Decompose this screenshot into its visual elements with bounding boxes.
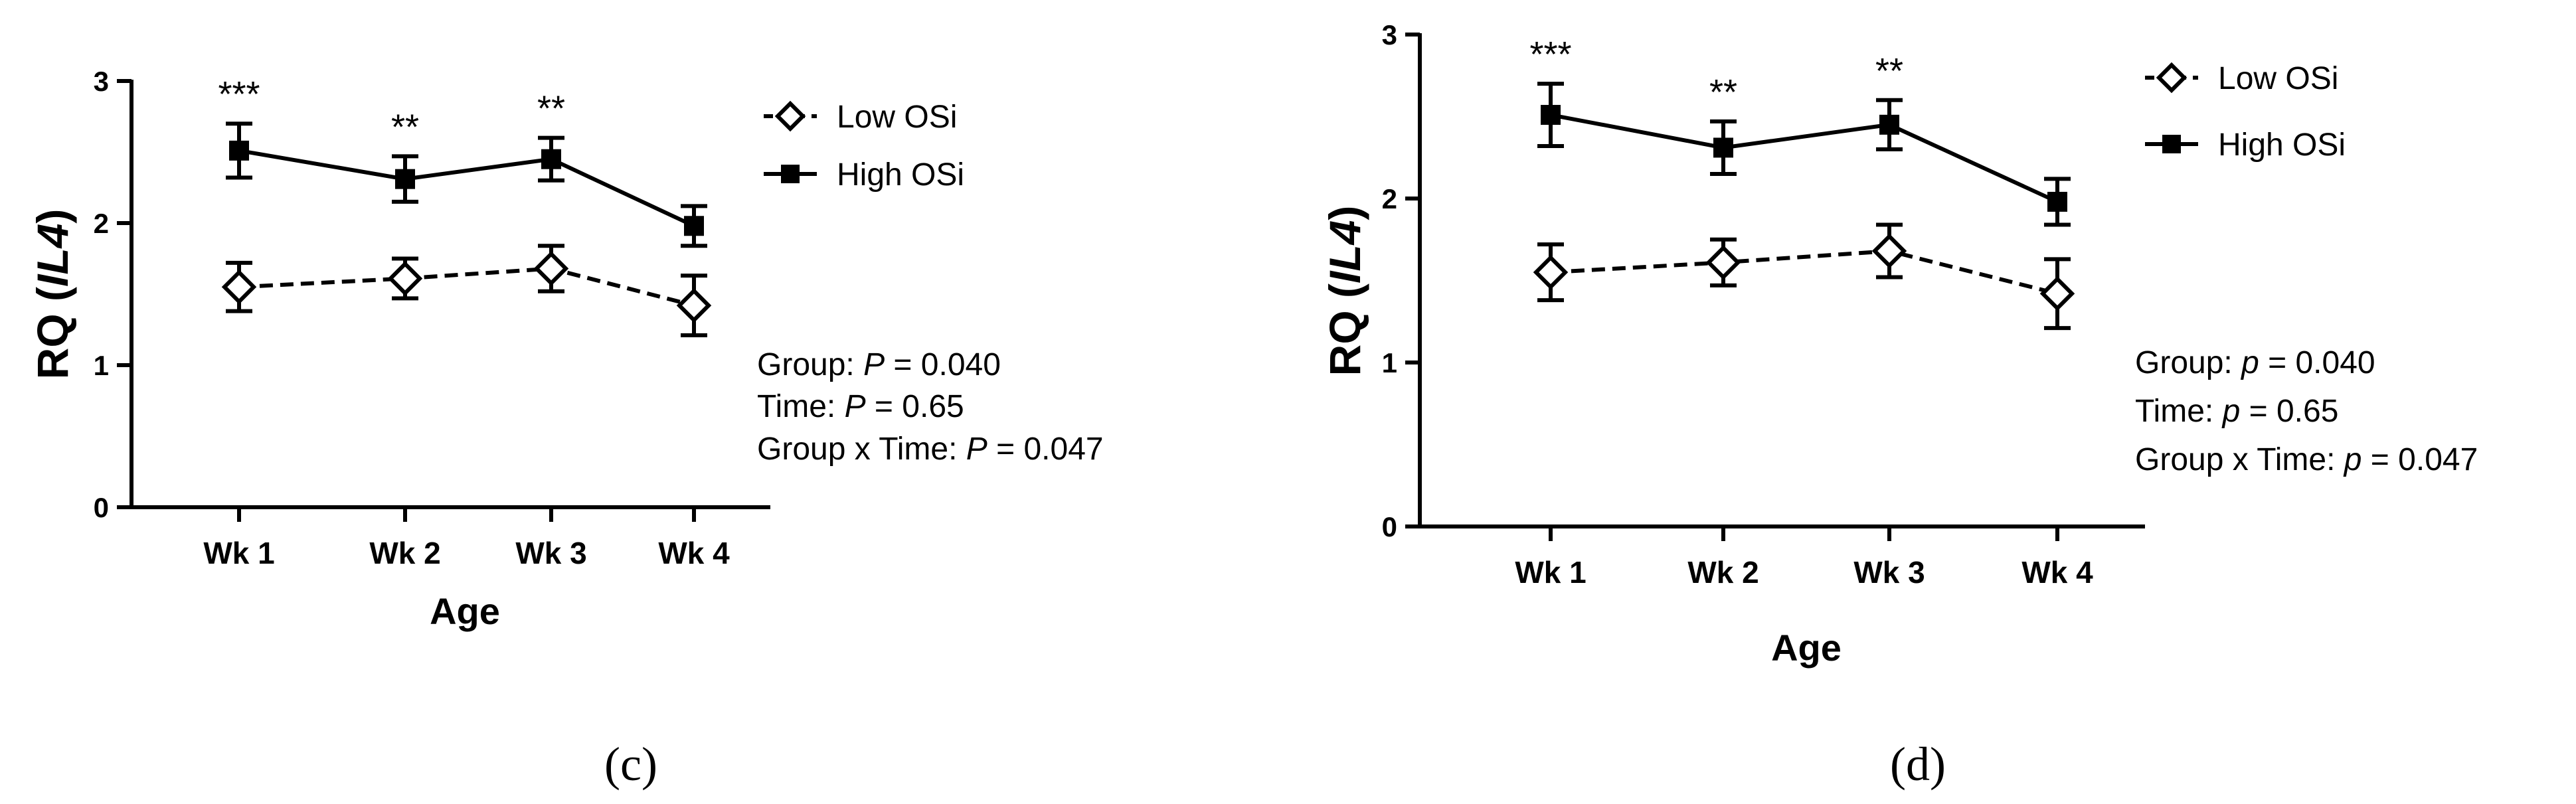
panel-c-significance: ** <box>391 107 419 147</box>
panel-d-panel-label: (d) <box>1890 738 1946 791</box>
panel-d-significance: ** <box>1875 51 1903 91</box>
panel-c-significance: *** <box>218 74 260 114</box>
panel-c-stats-p: P <box>966 432 987 467</box>
panel-c-legend-marker-diamond <box>774 100 806 132</box>
panel-d-y-tick-label: 0 <box>1382 511 1397 542</box>
panel-d-legend-marker-square <box>2162 135 2181 153</box>
panel-c-significance: ** <box>537 89 565 129</box>
panel-d-marker-diamond <box>1871 233 1907 269</box>
panel-c-x-tick-label: Wk 1 <box>203 536 274 570</box>
panel-c-series-line <box>238 148 695 228</box>
panel-d-stats-label: Group: <box>2135 345 2241 380</box>
panel-c-stats-line: Time: P = 0.65 <box>757 389 964 424</box>
panel-d-series-high-osi <box>1537 82 2071 227</box>
panel-c-marker-diamond <box>221 270 257 305</box>
panel-c-marker-square <box>541 149 561 169</box>
panel-c-stats-p: P <box>863 347 885 382</box>
panel-d-significance: *** <box>1529 35 1571 74</box>
panel-d-y-axis-label-gene: IL4 <box>1320 220 1369 283</box>
panel-d-legend-label: Low OSi <box>2218 61 2338 96</box>
panel-d-stats-label: Group x Time: <box>2135 442 2344 477</box>
panel-d-y-axis-label: RQ (IL4) <box>1320 206 1369 376</box>
panel-c-x-tick-label: Wk 3 <box>515 536 586 570</box>
panel-d-significance: ** <box>1709 72 1737 112</box>
panel-c-marker-diamond <box>387 261 423 296</box>
panel-c-stats-value: = 0.047 <box>987 432 1104 467</box>
panel-d-marker-square <box>1879 114 1899 135</box>
panel-c-series-line <box>238 266 695 308</box>
panel-d-y-axis-label-suffix: ) <box>1320 206 1369 220</box>
panel-d-stats-line: Group x Time: p = 0.047 <box>2135 442 2478 477</box>
panel-c-y-axis-label-prefix: RQ ( <box>28 287 77 379</box>
panel-c-legend-marker-square <box>781 165 800 183</box>
panel-d-series-line <box>1550 249 2058 296</box>
panel-d-marker-square <box>1713 137 1733 158</box>
panel-c-stats-label: Group: <box>757 347 863 382</box>
panel-d-stats-p: p <box>2221 394 2241 429</box>
panel-c-y-tick-label: 1 <box>94 350 109 381</box>
panel-c-y-axis-label-gene: IL4 <box>28 224 77 287</box>
panel-c-x-axis-label: Age <box>430 590 500 632</box>
panel-c-marker-square <box>229 140 249 161</box>
panel-c-series-high-osi <box>226 121 707 248</box>
panel-d-y-tick-label: 3 <box>1382 19 1397 50</box>
panel-d-series-low-osi <box>1533 222 2075 331</box>
panel-d-legend: Low OSi High OSi <box>2145 61 2346 163</box>
panel-d-x-tick-label: Wk 4 <box>2021 555 2093 590</box>
panel-d-marker-square <box>1541 105 1561 125</box>
panel-d-y-tick-label: 1 <box>1382 347 1397 378</box>
panel-c-x-tick-label: Wk 4 <box>658 536 730 570</box>
panel-c-marker-diamond <box>676 287 712 323</box>
panel-d-x-tick-label: Wk 1 <box>1515 555 1586 590</box>
panel-c-stats-line: Group: P = 0.040 <box>757 347 1001 382</box>
panel-c-marker-diamond <box>533 251 569 286</box>
panel-d-y-tick-label: 2 <box>1382 183 1397 214</box>
panel-d-marker-diamond <box>1705 245 1741 280</box>
panel-d-stats-p: p <box>2343 442 2362 477</box>
panel-d-marker-square <box>2047 191 2067 212</box>
panel-c-stats-label: Time: <box>757 389 845 424</box>
panel-d-x-tick-label: Wk 2 <box>1687 555 1759 590</box>
panel-d-x-tick-label: Wk 3 <box>1853 555 1925 590</box>
panel-d-stats-line: Time: p = 0.65 <box>2135 394 2338 429</box>
panel-d-y-axis-label-prefix: RQ ( <box>1320 283 1369 376</box>
panel-d-stats-line: Group: p = 0.040 <box>2135 345 2375 380</box>
panel-c-stats-line: Group x Time: P = 0.047 <box>757 432 1104 467</box>
panel-d-stats-value: = 0.047 <box>2361 442 2478 477</box>
panel-c-panel-label: (c) <box>604 738 657 791</box>
panel-d-stats-value: = 0.65 <box>2240 394 2338 429</box>
panel-c-legend-label: High OSi <box>837 157 964 193</box>
panel-d-stats-p: p <box>2240 345 2259 380</box>
panel-d-x-axis-label: Age <box>1771 627 1842 669</box>
panel-d-marker-diamond <box>1533 254 1569 290</box>
panel-c-x-tick-label: Wk 2 <box>369 536 440 570</box>
panel-c-series-low-osi <box>221 244 712 338</box>
panel-c-y-tick-label: 3 <box>94 66 109 97</box>
panel-c-legend-label: Low OSi <box>837 100 957 135</box>
panel-c-legend: Low OSi High OSi <box>764 100 964 193</box>
panel-c-y-axis-label: RQ (IL4) <box>28 209 77 380</box>
panel-c-stats-label: Group x Time: <box>757 432 966 467</box>
panel-d-series-line <box>1550 113 2059 204</box>
panel-c-stats-value: = 0.040 <box>885 347 1001 382</box>
panel-c-stats-value: = 0.65 <box>866 389 964 424</box>
panel-c-stats-p: P <box>845 389 866 424</box>
panel-c-y-tick-label: 2 <box>94 208 109 239</box>
panel-d-stats-value: = 0.040 <box>2259 345 2375 380</box>
panel-c-marker-square <box>395 169 415 189</box>
panel-c-y-tick-label: 0 <box>94 492 109 523</box>
panel-d-stats-label: Time: <box>2135 394 2223 429</box>
panel-d-legend-marker-diamond <box>2156 62 2188 94</box>
panel-d-legend-label: High OSi <box>2218 127 2346 163</box>
panel-c-y-axis-label-suffix: ) <box>28 209 77 224</box>
panel-c-marker-square <box>684 216 704 236</box>
panel-d-marker-diamond <box>2039 276 2075 311</box>
